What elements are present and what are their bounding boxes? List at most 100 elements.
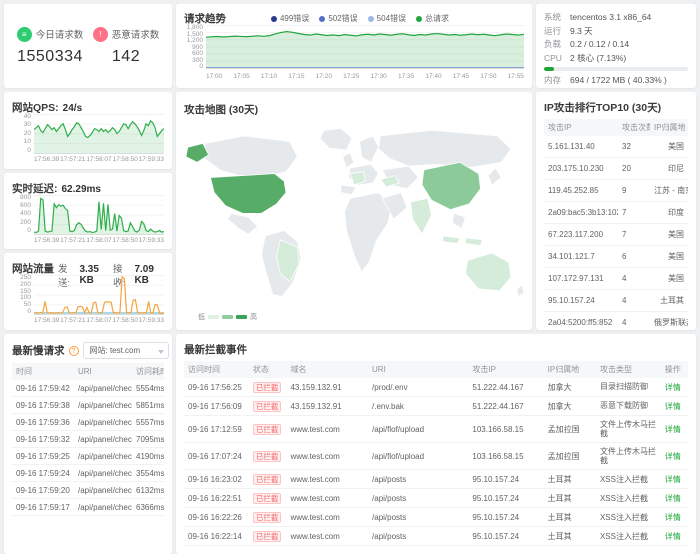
attack-map-card: 攻击地图 (30天) [176, 92, 532, 330]
action-cell: 详情 [660, 442, 688, 471]
country-mexico [227, 212, 259, 235]
detail-link[interactable]: 详情 [664, 493, 681, 503]
cell: 119.45.252.85 [544, 179, 618, 202]
legend-499[interactable]: 499错误 [270, 13, 309, 24]
map-legend-swatch-low [208, 315, 219, 319]
tick-label: 0 [199, 63, 203, 70]
latency-card: 实时延迟: 62.29ms 800 600 400 200 0 17:56:39 17:5… [4, 172, 172, 250]
site-select[interactable]: 网站: test.com [82, 342, 169, 359]
detail-link[interactable]: 详情 [664, 424, 681, 434]
legend-502-label: 502错误 [328, 14, 358, 23]
cell: 09-16 16:22:26 [184, 507, 249, 528]
tick-label: 200 [20, 218, 31, 226]
column-header: URI [368, 361, 469, 378]
trend-legend: 499错误 502错误 504错误 总请求 [270, 13, 479, 24]
slow-requests-title: 最新慢请求 [12, 345, 65, 357]
cell: 09-16 16:22:51 [184, 488, 249, 509]
today-requests-icon: ≡ [16, 26, 32, 42]
detail-link[interactable]: 详情 [664, 401, 681, 411]
tick-label: 17:58:50 [112, 236, 138, 244]
cell: www.test.com [286, 442, 369, 471]
tick-label: 250 [20, 274, 31, 282]
tick-label: 17:58:07 [86, 236, 112, 244]
cell: 95.10.157.24 [468, 526, 544, 547]
tick-label: 17:10 [260, 72, 278, 80]
qps-card: 网站QPS: 24/s 40 30 20 10 0 17:56:39 17:57:21 17… [4, 92, 172, 169]
cell: www.test.com [286, 469, 369, 490]
table-row: 107.172.97.131 4 美国 [544, 267, 688, 290]
country-scandinavia [359, 135, 379, 163]
tick-label: 17:56:39 [34, 317, 60, 325]
column-header: 访问耗时 [132, 363, 164, 380]
cell: /api/posts [368, 526, 469, 547]
block-events-card: 最新拦截事件 访问时间 状态 域名 URI 攻击IP IP归属地 攻击类型 操作 09-16 1… [176, 334, 696, 554]
cell: 09-16 17:59:32 [12, 430, 74, 448]
detail-link[interactable]: 详情 [664, 474, 681, 484]
system-os-value: tencentos 3.1 x86_64 [570, 12, 652, 22]
cell: /api/posts [368, 488, 469, 509]
tick-label: 300 [192, 56, 203, 64]
qps-label: 网站QPS: [12, 102, 59, 114]
cell: 95.10.157.24 [544, 289, 618, 312]
cell: 印尼 [650, 157, 688, 180]
table-row: 09-16 17:59:42/api/panel/checkDo...5554m… [12, 380, 164, 397]
status-cell: 已拦截 [248, 488, 287, 509]
cell: /api/panel/checkDo... [74, 464, 132, 482]
table-row: 09-16 17:59:38/api/panel/checkDo...5851m… [12, 396, 164, 414]
cell: /api/panel/checkDo... [74, 447, 132, 465]
cell: 43.159.132.91 [286, 378, 369, 397]
column-header: 攻击IP [468, 361, 544, 378]
country-spain [340, 184, 357, 195]
table-row: 09-16 17:56:09 已拦截 43.159.132.91/.env.bak 5… [184, 396, 688, 416]
tick-label: 17:30 [370, 72, 387, 80]
tick-label: 30 [23, 121, 31, 129]
legend-502[interactable]: 502错误 [319, 13, 358, 24]
legend-total[interactable]: 总请求 [416, 13, 449, 24]
cell: 09-16 17:59:42 [12, 380, 74, 397]
table-row: 09-16 17:59:32/api/panel/checkDo...7095m… [12, 430, 164, 448]
waf-dashboard: ≡ 今日请求数 1550334 ! 恶意请求数 142 请求趋势 499错误 5… [4, 4, 696, 554]
detail-link[interactable]: 详情 [664, 531, 681, 541]
tick-label: 1,500 [186, 30, 203, 38]
system-load-value: 0.2 / 0.12 / 0.14 [570, 39, 630, 50]
tick-label: 10 [23, 138, 31, 146]
status-cell: 已拦截 [248, 378, 287, 397]
tick-label: 1,200 [186, 37, 203, 44]
qps-chart [34, 114, 164, 154]
cell: 09-16 16:22:14 [184, 526, 249, 547]
legend-504-dot [367, 15, 374, 22]
cell: 3554ms [132, 464, 164, 482]
cell: 印度 [650, 201, 688, 224]
tick-label: 0 [27, 227, 31, 235]
ip-rank-table: 攻击IP攻击次数IP归属地5.161.131.4032美国203.175.10.… [544, 119, 688, 330]
tick-label: 17:15 [288, 72, 305, 80]
help-icon[interactable]: ? [68, 345, 79, 356]
tick-label: 600 [192, 50, 203, 57]
tick-label: 17:57:21 [60, 317, 86, 325]
cell: www.test.com [286, 488, 369, 509]
detail-link[interactable]: 详情 [664, 512, 681, 522]
legend-504[interactable]: 504错误 [367, 13, 406, 24]
detail-link[interactable]: 详情 [664, 451, 681, 461]
system-os-label: 系统 [544, 12, 562, 22]
cell: 51.222.44.167 [468, 378, 544, 397]
column-header: 操作 [660, 361, 688, 378]
action-cell: 详情 [660, 415, 688, 444]
status-cell: 已拦截 [248, 507, 287, 528]
detail-link[interactable]: 详情 [664, 382, 681, 392]
country-australia [465, 252, 512, 292]
column-header: 域名 [286, 361, 369, 378]
tick-label: 17:58:07 [86, 156, 112, 163]
map-legend-swatch-high [236, 315, 247, 319]
request-trend-card: 请求趋势 499错误 502错误 504错误 总请求 1,800 1,500 1,2… [176, 4, 532, 88]
table-row: 09-16 16:23:02 已拦截 www.test.com/api/posts 9… [184, 469, 688, 490]
cell: 43.159.132.91 [286, 396, 369, 416]
country-russia [378, 129, 512, 169]
country-africa [344, 192, 393, 273]
cell: 34.101.121.7 [544, 245, 618, 268]
cell: 孟加拉国 [543, 415, 596, 444]
cell: 6 [618, 245, 650, 268]
status-badge: 已拦截 [252, 511, 282, 523]
cell: 95.10.157.24 [468, 469, 544, 490]
country-turkey [380, 175, 400, 188]
